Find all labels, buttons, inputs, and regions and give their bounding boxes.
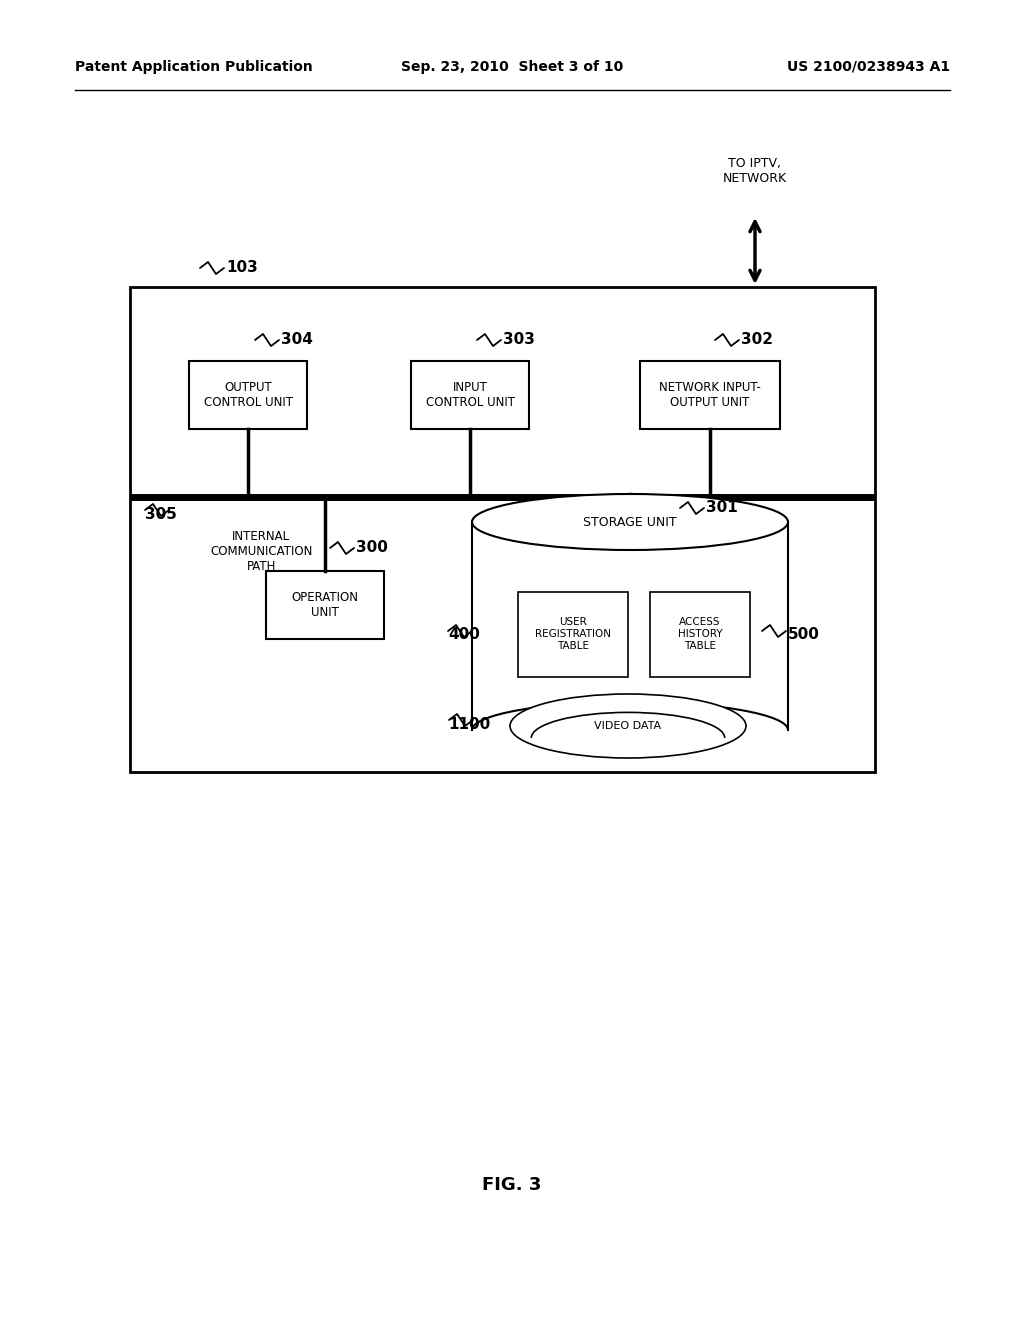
Text: INTERNAL
COMMUNICATION
PATH: INTERNAL COMMUNICATION PATH	[210, 531, 312, 573]
Bar	[650, 591, 750, 677]
Text: 300: 300	[356, 540, 388, 554]
Text: Patent Application Publication: Patent Application Publication	[75, 59, 312, 74]
Text: 303: 303	[503, 333, 535, 347]
Bar	[518, 591, 628, 677]
Text: 400: 400	[449, 627, 480, 642]
Bar	[640, 360, 780, 429]
Text: USER
REGISTRATION
TABLE: USER REGISTRATION TABLE	[535, 618, 611, 651]
Text: 1100: 1100	[449, 717, 490, 733]
Text: ACCESS
HISTORY
TABLE: ACCESS HISTORY TABLE	[678, 618, 722, 651]
Text: 304: 304	[281, 333, 313, 347]
Bar	[266, 572, 384, 639]
Text: 305: 305	[145, 507, 177, 521]
Text: 500: 500	[788, 627, 820, 642]
Ellipse shape	[510, 694, 746, 758]
Text: 301: 301	[706, 500, 737, 515]
Text: US 2100/0238943 A1: US 2100/0238943 A1	[786, 59, 950, 74]
Text: OUTPUT
CONTROL UNIT: OUTPUT CONTROL UNIT	[204, 381, 293, 409]
Text: VIDEO DATA: VIDEO DATA	[595, 721, 662, 731]
Bar	[130, 286, 874, 772]
Bar	[189, 360, 307, 429]
Text: 103: 103	[226, 260, 258, 275]
Text: INPUT
CONTROL UNIT: INPUT CONTROL UNIT	[426, 381, 514, 409]
Ellipse shape	[472, 494, 788, 550]
Bar	[411, 360, 529, 429]
Text: OPERATION
UNIT: OPERATION UNIT	[292, 591, 358, 619]
Text: STORAGE UNIT: STORAGE UNIT	[584, 516, 677, 528]
Text: TO IPTV,
NETWORK: TO IPTV, NETWORK	[723, 157, 787, 185]
Text: Sep. 23, 2010  Sheet 3 of 10: Sep. 23, 2010 Sheet 3 of 10	[400, 59, 624, 74]
Text: NETWORK INPUT-
OUTPUT UNIT: NETWORK INPUT- OUTPUT UNIT	[659, 381, 761, 409]
Text: FIG. 3: FIG. 3	[482, 1176, 542, 1195]
Text: 302: 302	[741, 333, 773, 347]
